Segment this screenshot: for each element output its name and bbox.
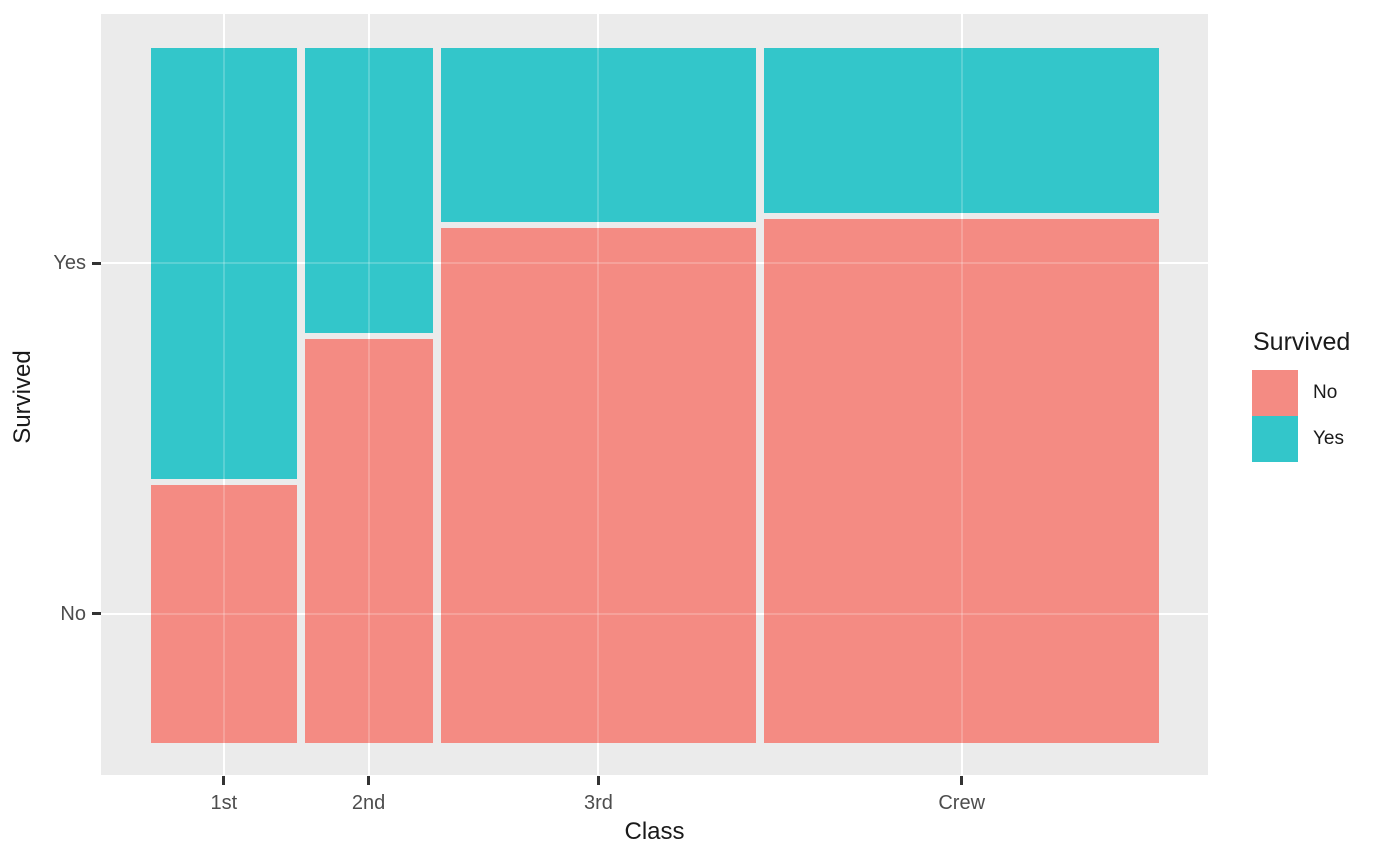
x-axis-title: Class (624, 818, 685, 845)
legend-label-no: No (1313, 382, 1338, 403)
mosaic-tile-yes-2nd (304, 48, 433, 334)
mosaic-tile-yes-3rd (440, 48, 757, 222)
y-tick-label-no: No (60, 602, 86, 625)
gridline-overlay-x-3rd (597, 14, 600, 775)
x-tick-3rd (596, 776, 600, 785)
y-tick-yes (92, 261, 101, 265)
gridline-overlay-x-2nd (367, 14, 370, 775)
gridline-overlay-y-no (101, 612, 1208, 615)
legend-title: Survived (1253, 328, 1351, 356)
x-tick-2nd (367, 776, 371, 785)
x-tick-label-2nd: 2nd (351, 792, 386, 814)
legend-swatch-no (1252, 370, 1298, 416)
x-tick-label-3rd: 3rd (584, 792, 613, 814)
mosaic-tile-no-1st (151, 484, 297, 743)
legend-entry-no: No (1252, 370, 1400, 416)
gridline-overlay-x-crew (960, 14, 963, 775)
legend-entry-yes: Yes (1252, 416, 1400, 462)
y-tick-label-yes: Yes (53, 252, 86, 275)
legend-label-yes: Yes (1313, 428, 1344, 449)
gridline-overlay-y-yes (101, 262, 1208, 265)
mosaic-tile-yes-1st (151, 48, 297, 479)
y-tick-no (92, 612, 101, 616)
plot-panel (101, 14, 1208, 775)
x-tick-crew (960, 776, 964, 785)
y-axis-title: Survived (9, 350, 36, 444)
mosaic-tile-no-crew (764, 219, 1159, 743)
mosaic-tile-no-2nd (304, 339, 433, 743)
mosaic-tile-yes-crew (764, 48, 1159, 214)
legend: Survived No Yes (1252, 328, 1400, 462)
legend-swatch-yes (1252, 416, 1298, 462)
x-tick-1st (222, 776, 226, 785)
x-tick-label-crew: Crew (938, 792, 986, 814)
mosaic-tile-no-3rd (440, 227, 757, 743)
gridline-overlay-x-1st (222, 14, 225, 775)
x-tick-label-1st: 1st (210, 792, 238, 814)
